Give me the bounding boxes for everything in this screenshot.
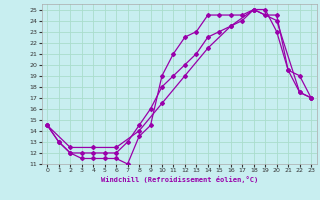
X-axis label: Windchill (Refroidissement éolien,°C): Windchill (Refroidissement éolien,°C)	[100, 176, 258, 183]
